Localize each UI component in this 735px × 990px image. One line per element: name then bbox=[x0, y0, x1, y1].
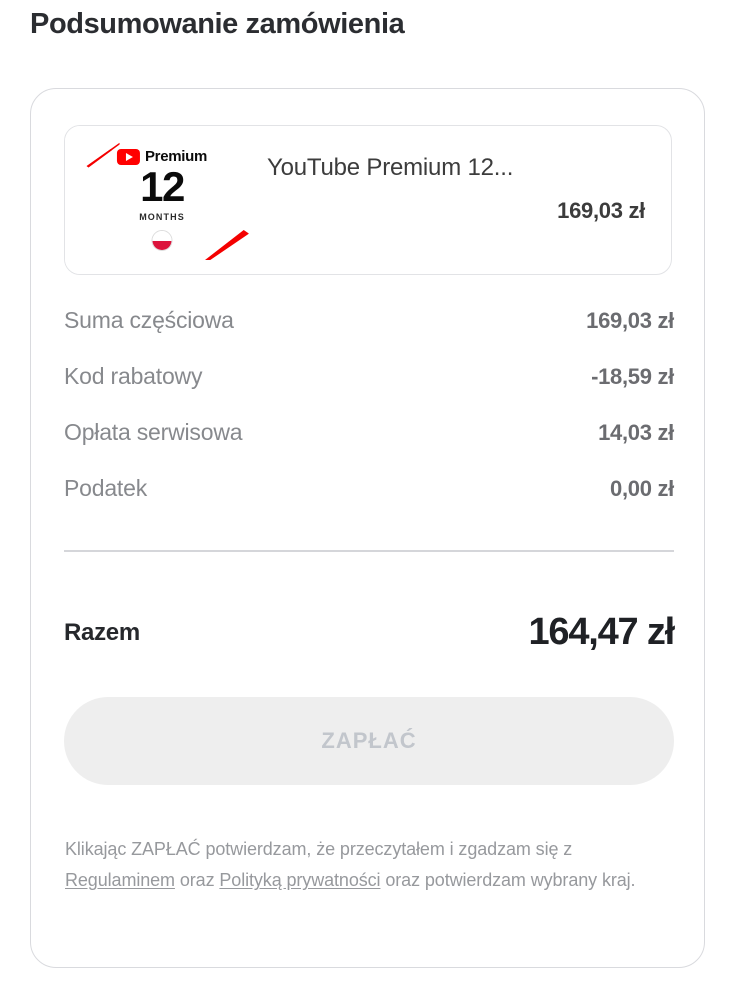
section-divider bbox=[64, 550, 674, 552]
terms-of-service-link[interactable]: Regulaminem bbox=[65, 870, 175, 890]
product-price: 169,03 zł bbox=[557, 198, 645, 223]
duration-unit-label: MONTHS bbox=[139, 212, 185, 222]
line-item-service-fee: Opłata serwisowa 14,03 zł bbox=[64, 419, 674, 475]
line-item-subtotal: Suma częściowa 169,03 zł bbox=[64, 307, 674, 363]
line-item-value: 14,03 zł bbox=[598, 420, 674, 445]
poland-flag-icon bbox=[151, 230, 173, 251]
product-info: YouTube Premium 12... 169,03 zł bbox=[259, 126, 671, 274]
line-item-discount-code: Kod rabatowy -18,59 zł bbox=[64, 363, 674, 419]
product-thumbnail: Premium 12 MONTHS bbox=[65, 126, 259, 274]
legal-disclaimer: Klikając ZAPŁAĆ potwierdzam, że przeczyt… bbox=[65, 834, 665, 896]
line-item-value: 169,03 zł bbox=[586, 308, 674, 333]
line-item-value: -18,59 zł bbox=[591, 364, 674, 389]
youtube-play-icon bbox=[116, 148, 140, 165]
red-swoosh-bottom-right-icon bbox=[205, 230, 249, 260]
youtube-premium-logo: Premium bbox=[116, 148, 208, 165]
flag-stripe-red bbox=[152, 240, 172, 250]
line-item-value: 0,00 zł bbox=[610, 476, 674, 501]
line-items-list: Suma częściowa 169,03 zł Kod rabatowy -1… bbox=[64, 307, 674, 531]
duration-number: 12 bbox=[140, 163, 185, 210]
pay-button[interactable]: ZAPŁAĆ bbox=[64, 697, 674, 785]
line-item-tax: Podatek 0,00 zł bbox=[64, 475, 674, 531]
total-label: Razem bbox=[64, 618, 140, 646]
disclaimer-text-part-2: oraz bbox=[174, 870, 220, 890]
product-name: YouTube Premium 12... bbox=[267, 154, 514, 181]
line-item-label: Podatek bbox=[64, 475, 147, 501]
premium-wordmark: Premium bbox=[144, 148, 208, 165]
total-value: 164,47 zł bbox=[528, 611, 675, 653]
order-summary-card: Premium 12 MONTHS YouTube Premium 12... … bbox=[30, 88, 705, 968]
disclaimer-text-part-3: oraz potwierdzam wybrany kraj. bbox=[380, 870, 636, 890]
line-item-label: Kod rabatowy bbox=[64, 363, 203, 389]
product-card[interactable]: Premium 12 MONTHS YouTube Premium 12... … bbox=[64, 125, 672, 275]
line-item-label: Suma częściowa bbox=[64, 307, 234, 333]
privacy-policy-link[interactable]: Polityką prywatności bbox=[219, 870, 381, 890]
flag-stripe-white bbox=[152, 231, 172, 241]
disclaimer-text-part-1: Klikając ZAPŁAĆ potwierdzam, że przeczyt… bbox=[65, 839, 573, 859]
line-item-label: Opłata serwisowa bbox=[64, 419, 243, 445]
total-row: Razem 164,47 zł bbox=[64, 611, 675, 654]
page-title: Podsumowanie zamówienia bbox=[30, 8, 405, 40]
red-swoosh-top-left-icon bbox=[76, 143, 121, 174]
